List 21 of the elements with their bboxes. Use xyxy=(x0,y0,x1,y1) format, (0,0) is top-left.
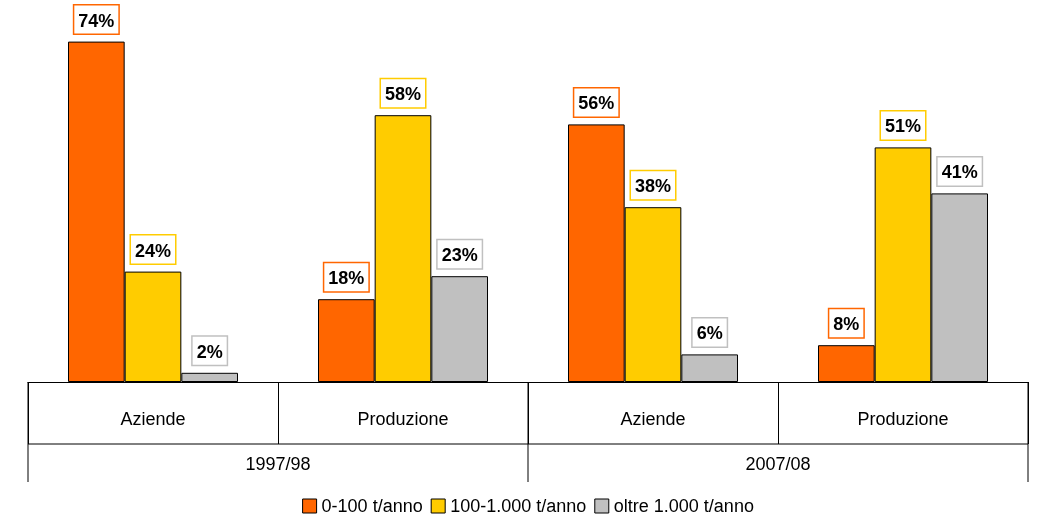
x-tick-label: Aziende xyxy=(120,409,186,429)
data-label: 38% xyxy=(634,176,672,197)
data-label: 41% xyxy=(941,162,978,183)
x-tick-label: Produzione xyxy=(357,409,449,429)
legend-label: 0-100 t/anno xyxy=(321,496,423,516)
x-tick-label: Produzione xyxy=(857,409,949,429)
data-label: 8% xyxy=(833,314,860,335)
data-label: 24% xyxy=(134,240,172,261)
data-label: 6% xyxy=(696,323,723,344)
data-label: 74% xyxy=(78,10,115,31)
data-label: 2% xyxy=(196,341,223,362)
data-label: 56% xyxy=(578,93,615,114)
text: 1997/98 xyxy=(245,454,311,474)
data-label: 18% xyxy=(328,268,365,289)
legend-label: 100-1.000 t/anno xyxy=(450,496,587,516)
data-label: 51% xyxy=(884,116,922,137)
legend-label: oltre 1.000 t/anno xyxy=(613,496,754,516)
data-label: 58% xyxy=(384,84,422,105)
x-tick-label: Aziende xyxy=(620,409,686,429)
text: 2007/08 xyxy=(745,454,811,474)
data-label: 23% xyxy=(441,245,478,266)
